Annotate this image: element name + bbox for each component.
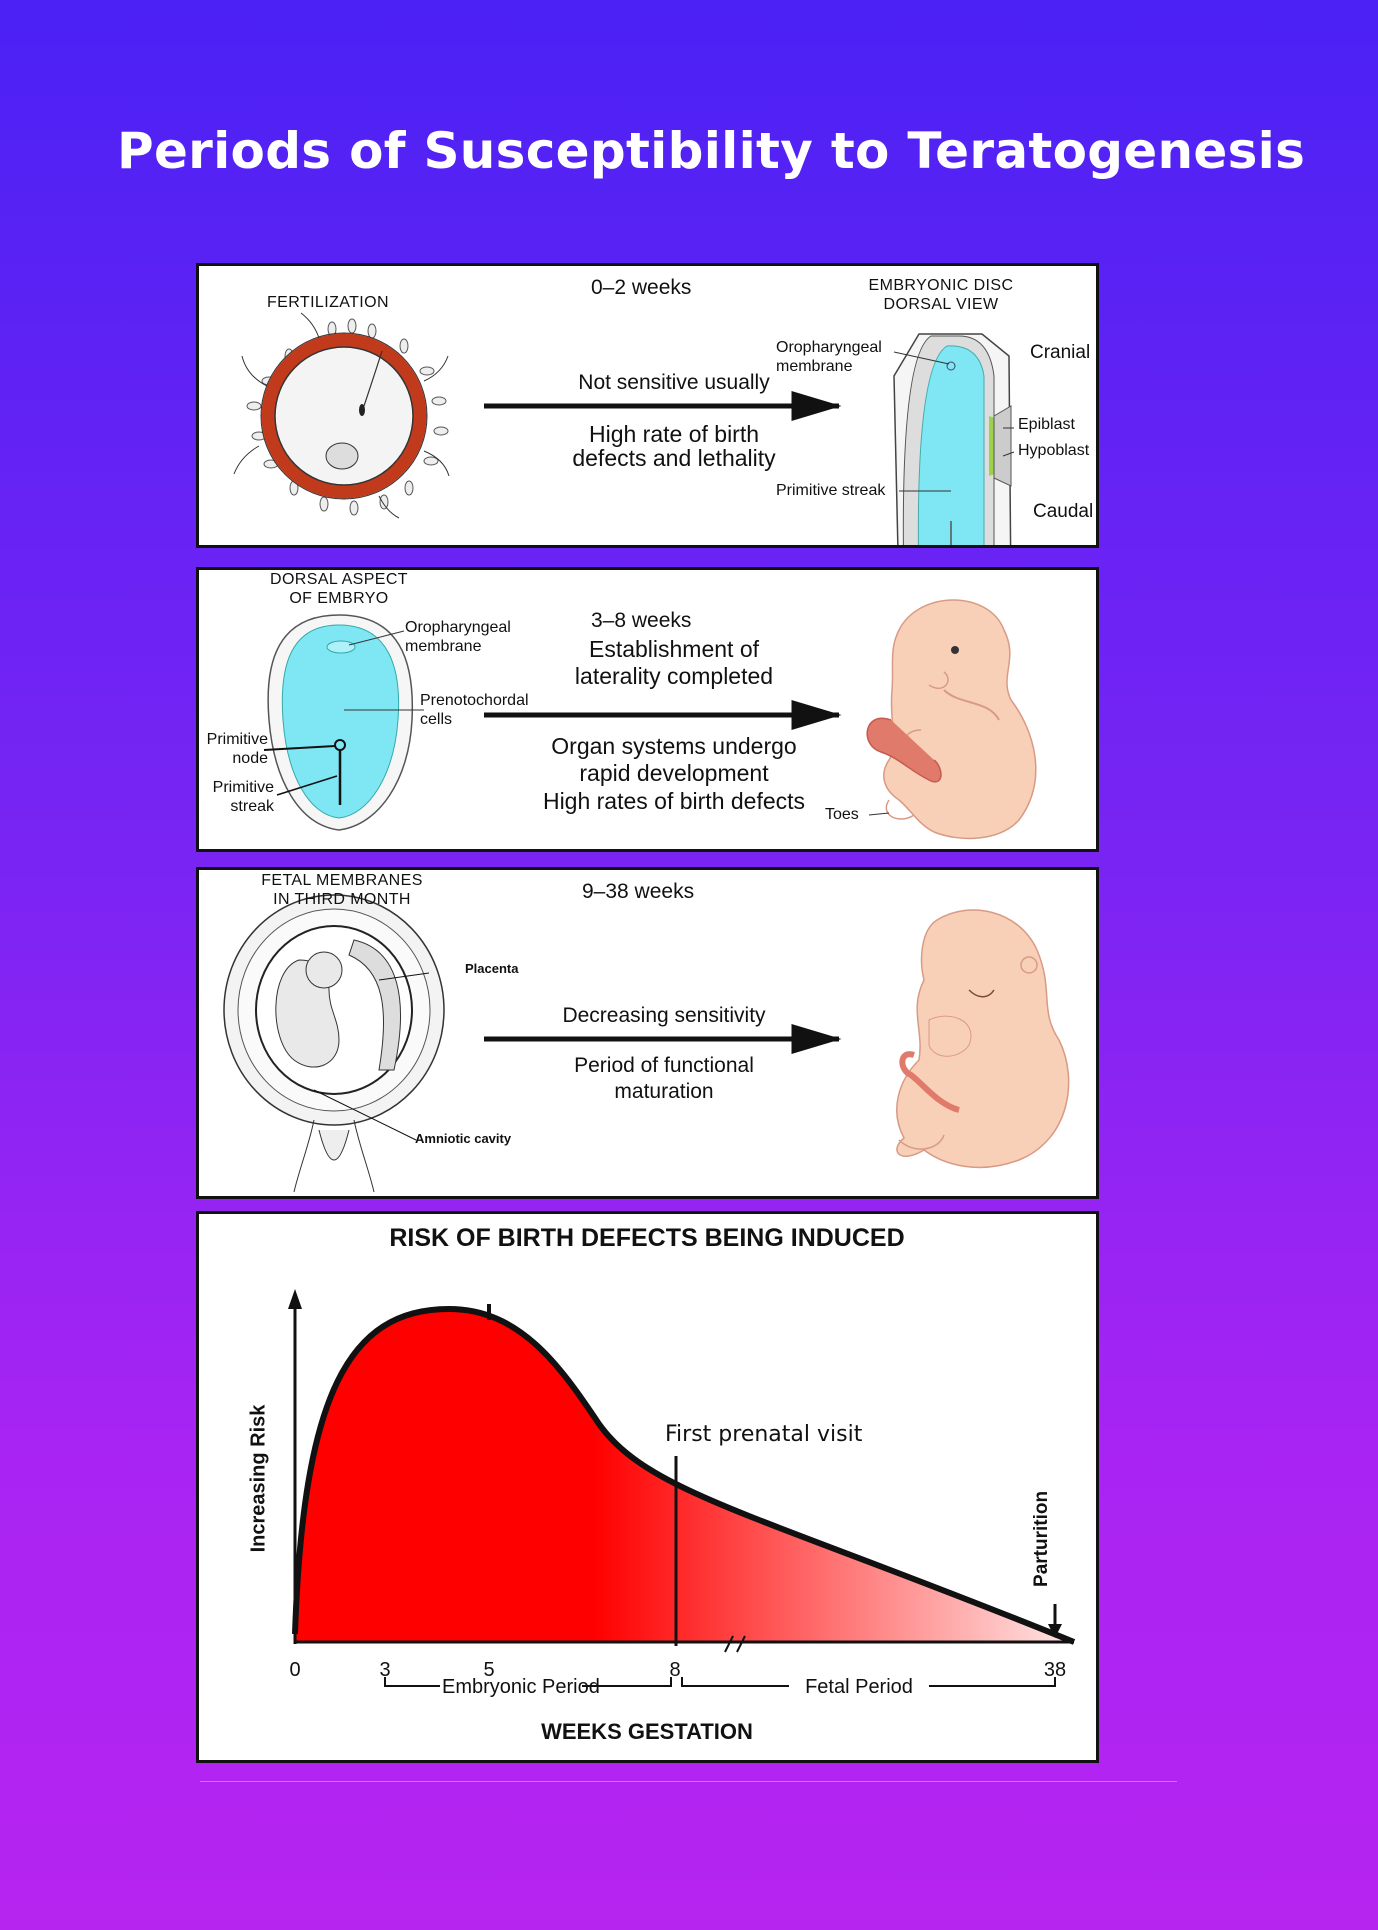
x-tick-5: 5 [483,1659,495,1681]
cranial-label: Cranial [1030,342,1091,363]
oropharyngeal-label-2: membrane [405,638,482,655]
outcome-text-2: defects and lethality [572,445,776,471]
parturition-arrowhead [1048,1624,1062,1638]
primitive-streak-label-2: streak [230,798,274,815]
panel-9-38-weeks: FETAL MEMBRANES IN THIRD MONTH Placenta … [196,867,1099,1199]
weeks-label: 3–8 weeks [591,609,692,632]
oocyte-illustration [233,312,450,519]
prenotochordal-label-2: cells [420,711,453,728]
sensitivity-text: Decreasing sensitivity [562,1004,766,1027]
period-brackets [384,1677,1056,1687]
x-tick-0: 0 [289,1659,301,1681]
primitive-streak-label: Primitive streak [776,482,886,499]
y-axis-arrowhead [288,1289,302,1309]
dorsal-embryo-illustration [263,614,424,831]
laterality-text-2: laterality completed [574,663,774,689]
toes-label: Toes [825,806,859,823]
prenotochordal-label-1: Prenotochordal [420,692,529,709]
laterality-text-1: Establishment of [588,636,760,662]
hypoblast-label: Hypoblast [1018,442,1090,459]
bottom-divider [200,1781,1177,1782]
x-axis-label: WEEKS GESTATION [541,1719,753,1744]
panel-0-2-weeks: FERTILIZATION 0–2 weeks Not sensitive us… [196,263,1099,548]
placenta-label: Placenta [465,961,519,976]
panel2-art [263,599,1037,840]
dorsal-caption-2: OF EMBRYO [289,590,389,607]
fetal-period-label: Fetal Period [805,1676,913,1698]
membranes-caption-1: FETAL MEMBRANES [261,872,423,889]
x-tick-38: 38 [1043,1659,1067,1681]
organ-text-3: High rates of birth defects [542,788,806,814]
dorsal-caption-1: DORSAL ASPECT [270,571,408,588]
organ-text-1: Organ systems undergo [551,733,797,759]
panel3-art [223,894,1070,1193]
fetal-membranes-illustration [223,894,445,1193]
oropharyngeal-label-2: membrane [776,358,853,375]
panel1-art [233,312,1015,545]
page-title: Periods of Susceptibility to Teratogenes… [117,122,1306,180]
risk-curve [292,1305,1076,1645]
epiblast-label: Epiblast [1018,416,1075,433]
caudal-label: Caudal [1033,501,1094,522]
primitive-node-label-2: node [232,750,268,767]
disc-caption-1: EMBRYONIC DISC [868,277,1014,294]
axis-break [724,1635,746,1653]
risk-chart [288,1289,1076,1687]
weeks-label: 0–2 weeks [591,276,692,299]
fetus-illustration [896,909,1070,1169]
amniotic-cavity-label: Amniotic cavity [415,1131,512,1146]
parturition-label: Parturition [1031,1490,1053,1587]
y-axis-label: Increasing Risk [247,1404,270,1553]
x-tick-3: 3 [379,1659,391,1681]
x-tick-8: 8 [669,1659,681,1681]
maturation-text-2: maturation [614,1080,714,1103]
embryonic-period-label: Embryonic Period [442,1676,600,1698]
risk-area [295,1309,1074,1642]
maturation-text-1: Period of functional [574,1054,754,1077]
oropharyngeal-label-1: Oropharyngeal [405,619,511,636]
sensitivity-text: Not sensitive usually [578,371,770,394]
disc-caption-2: DORSAL VIEW [883,296,999,313]
oropharyngeal-label-1: Oropharyngeal [776,339,882,356]
embryo-illustration [866,599,1037,840]
primitive-streak-label-1: Primitive [212,779,274,796]
membranes-caption-2: IN THIRD MONTH [273,891,411,908]
fertilization-caption: FERTILIZATION [267,294,389,311]
prenatal-visit-label: First prenatal visit [665,1422,863,1447]
panel-3-8-weeks: DORSAL ASPECT OF EMBRYO Oropharyngeal me… [196,567,1099,852]
embryonic-disc-illustration [893,333,1015,545]
organ-text-2: rapid development [579,760,769,786]
outcome-text-1: High rate of birth [588,421,760,447]
primitive-node-label-1: Primitive [206,731,268,748]
chart-title: RISK OF BIRTH DEFECTS BEING INDUCED [389,1224,905,1252]
weeks-label: 9–38 weeks [582,880,695,903]
risk-chart-panel: RISK OF BIRTH DEFECTS BEING INDUCED Incr… [196,1211,1099,1763]
